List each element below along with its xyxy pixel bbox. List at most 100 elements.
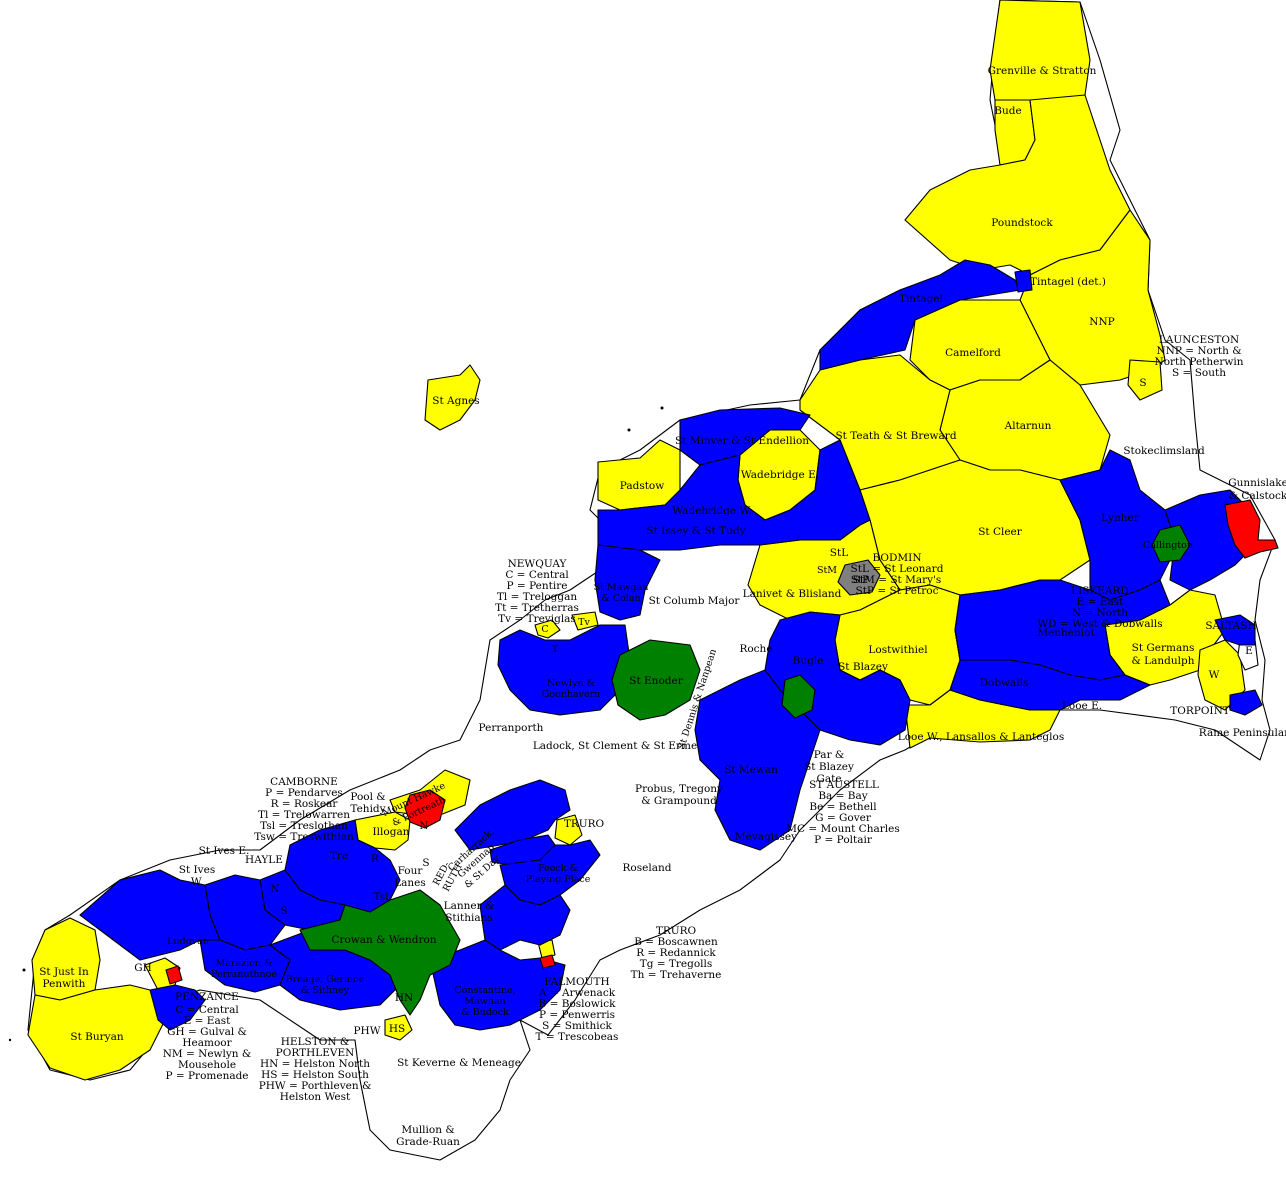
label-penzance: PENZANCE <box>175 991 239 1003</box>
label-st-ives-w2: W. <box>191 876 203 888</box>
key-penzance-line: E = East <box>184 1015 231 1027</box>
label-tre: Tre <box>330 850 348 862</box>
island-dot-2 <box>627 428 631 432</box>
label-looe-e: Looe E. <box>1062 700 1102 712</box>
label-callington: Callington <box>1143 540 1193 551</box>
label-lynher: Lynher <box>1101 512 1139 524</box>
label-marazion2: Perranuthnoe <box>211 969 277 980</box>
label-st-blazey: St Blazey <box>838 661 888 673</box>
key-helston-line: PORTHLEVEN <box>276 1047 355 1059</box>
ward-falmouth-red <box>539 954 556 969</box>
ward-st-mawgan <box>594 544 661 621</box>
key-falmouth-line: B = Boslowick <box>539 998 617 1010</box>
label-hayle: HAYLE <box>245 854 283 866</box>
ward-callington <box>1151 524 1191 563</box>
label-ludgvan: Ludgvan <box>167 936 209 947</box>
key-st-austell-line: P = Poltair <box>814 834 873 846</box>
ward-constantine <box>429 939 566 1031</box>
label-hn: HN <box>395 992 413 1004</box>
label-t-newquay: T <box>552 644 559 655</box>
label-constantine2: Mawnan <box>464 996 505 1007</box>
key-newquay-line: Tl = Treloggan <box>497 591 577 603</box>
label-poundstock: Poundstock <box>991 217 1053 229</box>
ward-st-issey <box>597 439 871 551</box>
label-wadebridge-e: Wadebridge E. <box>741 469 819 481</box>
label-mevagissey: Mevagissey <box>735 831 797 843</box>
label-lanner: Lanner & <box>444 900 495 912</box>
key-camborne-line: R = Roskear <box>271 798 339 810</box>
label-four-lanes: Four <box>398 865 424 877</box>
ward-launceston-s <box>1127 359 1163 401</box>
label-lanner2: Stithians <box>445 912 493 924</box>
label-hayle-s: S <box>280 905 287 917</box>
ward-newquay-c <box>534 619 561 639</box>
label-wadebridge-w: Wadebridge W. <box>672 505 751 517</box>
label-constantine3: & Budock <box>461 1007 509 1018</box>
ward-redruth-north <box>404 789 446 829</box>
label-pool2: Tehidy <box>350 803 385 815</box>
label-grenville: Grenville & Stratton <box>988 65 1097 77</box>
label-illogan: Illogan <box>373 826 410 838</box>
label-roseland: Roseland <box>623 862 672 874</box>
key-bodmin-line: BODMIN <box>872 552 921 564</box>
key-penzance-line: C = Central <box>175 1004 239 1016</box>
label-st-minver: St Minver & St Endellion <box>675 435 809 447</box>
label-stm: StM <box>817 565 837 576</box>
ward-newquay-tv <box>571 611 599 631</box>
label-nnp: NNP <box>1089 316 1114 328</box>
ward-hs <box>384 1014 413 1041</box>
label-hs: HS <box>389 1023 405 1035</box>
key-liskeard-line: LISKEARD <box>1071 585 1129 597</box>
key-liskeard-line: E = East <box>1077 596 1124 608</box>
label-st-buryan: St Buryan <box>70 1031 123 1043</box>
label-feock2: Playing Place <box>526 874 591 885</box>
key-camborne-line: Tsw = Treswithian <box>254 831 354 843</box>
key-camborne-line: P = Pendarves <box>265 787 343 799</box>
label-probus2: & Grampound <box>641 795 717 807</box>
ward-grenville-stratton <box>989 0 1091 111</box>
label-mullion2: Grade-Ruan <box>396 1136 460 1148</box>
label-r-camborne: R <box>371 853 380 865</box>
label-st-germans2: & Landulph <box>1131 655 1194 667</box>
label-newlyn-goonhavern2: Goonhavern <box>542 689 601 700</box>
ward-st-agnes <box>424 364 481 431</box>
label-menheniot: Menheniot <box>1037 627 1095 639</box>
key-bodmin-line: StP = St Petroc <box>856 585 939 597</box>
key-helston-line: HS = Helston South <box>261 1069 369 1081</box>
key-penzance-line: GH = Gulval & <box>167 1026 247 1038</box>
label-st-ives-w: St Ives <box>179 864 215 876</box>
key-camborne-line: Tsl = Treslothan <box>260 820 348 832</box>
key-helston-line: HELSTON & <box>281 1036 349 1048</box>
key-falmouth-line: A = Arwenack <box>538 987 616 999</box>
label-breage2: & Sithney <box>301 985 350 996</box>
label-tintagel: Tintagel <box>899 293 944 305</box>
label-roche: Roche <box>739 643 772 655</box>
island-dot <box>660 406 664 410</box>
ward-gunnislake-calstock <box>1224 499 1279 559</box>
key-falmouth-line: FALMOUTH <box>544 976 609 988</box>
key-camborne-line: Tl = Trelowarren <box>258 809 350 821</box>
label-tv: Tv <box>578 617 590 628</box>
label-par2: St Blazey <box>804 761 854 773</box>
label-truro: TRURO <box>564 818 605 830</box>
label-camelford: Camelford <box>945 347 1001 359</box>
ward-bodmin-stp <box>837 559 881 596</box>
label-st-just: St Just In <box>39 966 89 978</box>
label-par: Par & <box>814 749 845 761</box>
key-truro-line: Th = Trehaverne <box>631 969 722 981</box>
ward-penzance-area <box>149 984 206 1031</box>
island-dot-3 <box>22 968 26 972</box>
key-truro-line: B = Boscawnen <box>634 936 718 948</box>
label-padstow: Padstow <box>620 480 665 492</box>
ward-looe-w <box>904 689 1061 749</box>
key-helston-line: Helston West <box>280 1091 351 1103</box>
label-stokeclimsland: Stokeclimsland <box>1123 445 1205 457</box>
label-saltash-e: E <box>1245 645 1253 657</box>
